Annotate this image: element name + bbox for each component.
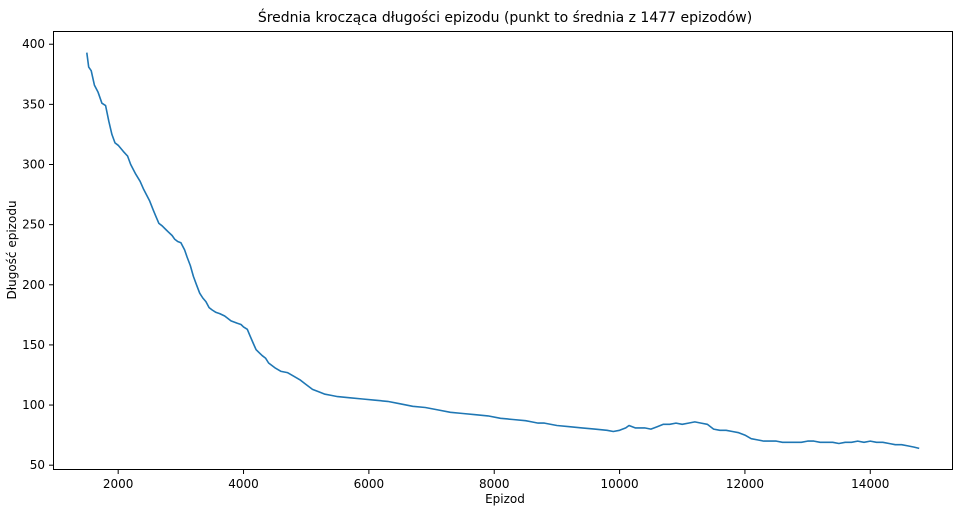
chart-title: Średnia krocząca długości epizodu (punkt…: [258, 8, 752, 26]
series-line-0: [86, 52, 920, 450]
y-tick-label: 350: [22, 97, 45, 111]
x-axis: 2000 4000 6000 8000 10000 12000 14000: [103, 470, 889, 491]
x-tick-label: 4000: [228, 477, 259, 491]
x-tick-label: 10000: [600, 477, 638, 491]
y-tick-label: 200: [22, 278, 45, 292]
y-axis-label: Długość epizodu: [5, 200, 19, 299]
y-tick-label: 250: [22, 218, 45, 232]
x-tick-label: 14000: [851, 477, 889, 491]
y-tick-label: 50: [30, 458, 45, 472]
x-tick-label: 8000: [479, 477, 510, 491]
y-axis: 50 100 150 200 250 300 350 400: [22, 37, 53, 472]
x-tick-label: 2000: [103, 477, 134, 491]
y-tick-label: 300: [22, 158, 45, 172]
y-tick-label: 400: [22, 37, 45, 51]
plot-area: [86, 52, 920, 450]
y-tick-label: 100: [22, 398, 45, 412]
x-tick-label: 6000: [354, 477, 385, 491]
x-tick-label: 12000: [726, 477, 764, 491]
y-tick-label: 150: [22, 338, 45, 352]
x-axis-label: Epizod: [485, 492, 525, 506]
axes-frame: [53, 31, 953, 470]
